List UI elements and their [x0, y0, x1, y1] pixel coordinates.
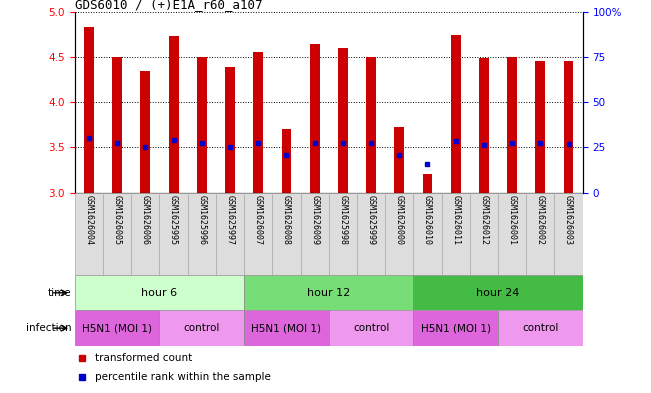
- Bar: [112, 57, 122, 193]
- Bar: [159, 310, 244, 346]
- Text: GSM1626000: GSM1626000: [395, 195, 404, 245]
- Bar: [187, 193, 216, 275]
- Text: GDS6010 / (+)E1A_r60_a107: GDS6010 / (+)E1A_r60_a107: [75, 0, 262, 11]
- Bar: [555, 193, 583, 275]
- Bar: [197, 57, 207, 193]
- Bar: [441, 193, 470, 275]
- Bar: [338, 48, 348, 193]
- Bar: [413, 310, 498, 346]
- Bar: [75, 275, 244, 310]
- Bar: [253, 52, 263, 193]
- Bar: [75, 193, 103, 275]
- Bar: [413, 275, 583, 310]
- Bar: [225, 67, 235, 193]
- Text: GSM1626007: GSM1626007: [254, 195, 263, 245]
- Bar: [329, 193, 357, 275]
- Bar: [526, 193, 555, 275]
- Text: GSM1625997: GSM1625997: [225, 195, 234, 245]
- Text: percentile rank within the sample: percentile rank within the sample: [95, 372, 271, 382]
- Text: GSM1626005: GSM1626005: [113, 195, 122, 245]
- Bar: [357, 193, 385, 275]
- Text: H5N1 (MOI 1): H5N1 (MOI 1): [82, 323, 152, 333]
- Bar: [75, 310, 159, 346]
- Text: hour 12: hour 12: [307, 288, 350, 298]
- Text: GSM1626010: GSM1626010: [423, 195, 432, 245]
- Bar: [169, 36, 178, 193]
- Text: GSM1626012: GSM1626012: [479, 195, 488, 245]
- Bar: [385, 193, 413, 275]
- Text: GSM1626004: GSM1626004: [85, 195, 94, 245]
- Bar: [281, 129, 292, 193]
- Text: control: control: [522, 323, 559, 333]
- Bar: [413, 193, 441, 275]
- Text: GSM1626006: GSM1626006: [141, 195, 150, 245]
- Text: GSM1625998: GSM1625998: [339, 195, 348, 245]
- Bar: [244, 275, 413, 310]
- Text: hour 24: hour 24: [477, 288, 519, 298]
- Text: infection: infection: [26, 323, 72, 333]
- Bar: [366, 57, 376, 193]
- Text: hour 6: hour 6: [141, 288, 178, 298]
- Text: GSM1626009: GSM1626009: [310, 195, 319, 245]
- Bar: [103, 193, 132, 275]
- Text: control: control: [353, 323, 389, 333]
- Bar: [244, 310, 329, 346]
- Bar: [301, 193, 329, 275]
- Text: control: control: [184, 323, 220, 333]
- Text: GSM1626011: GSM1626011: [451, 195, 460, 245]
- Bar: [422, 174, 432, 193]
- Text: GSM1625999: GSM1625999: [367, 195, 376, 245]
- Bar: [498, 310, 583, 346]
- Bar: [244, 193, 272, 275]
- Text: transformed count: transformed count: [95, 353, 193, 363]
- Text: H5N1 (MOI 1): H5N1 (MOI 1): [421, 323, 491, 333]
- Bar: [479, 58, 489, 193]
- Text: time: time: [48, 288, 72, 298]
- Bar: [159, 193, 187, 275]
- Bar: [470, 193, 498, 275]
- Bar: [141, 71, 150, 193]
- Text: GSM1625996: GSM1625996: [197, 195, 206, 245]
- Bar: [132, 193, 159, 275]
- Text: GSM1626002: GSM1626002: [536, 195, 545, 245]
- Bar: [535, 61, 546, 193]
- Bar: [507, 57, 517, 193]
- Bar: [216, 193, 244, 275]
- Text: GSM1626001: GSM1626001: [508, 195, 517, 245]
- Bar: [272, 193, 301, 275]
- Bar: [84, 27, 94, 193]
- Text: GSM1626008: GSM1626008: [282, 195, 291, 245]
- Bar: [564, 61, 574, 193]
- Text: H5N1 (MOI 1): H5N1 (MOI 1): [251, 323, 322, 333]
- Bar: [310, 44, 320, 193]
- Text: GSM1625995: GSM1625995: [169, 195, 178, 245]
- Bar: [498, 193, 526, 275]
- Bar: [329, 310, 413, 346]
- Bar: [395, 127, 404, 193]
- Bar: [450, 35, 461, 193]
- Text: GSM1626003: GSM1626003: [564, 195, 573, 245]
